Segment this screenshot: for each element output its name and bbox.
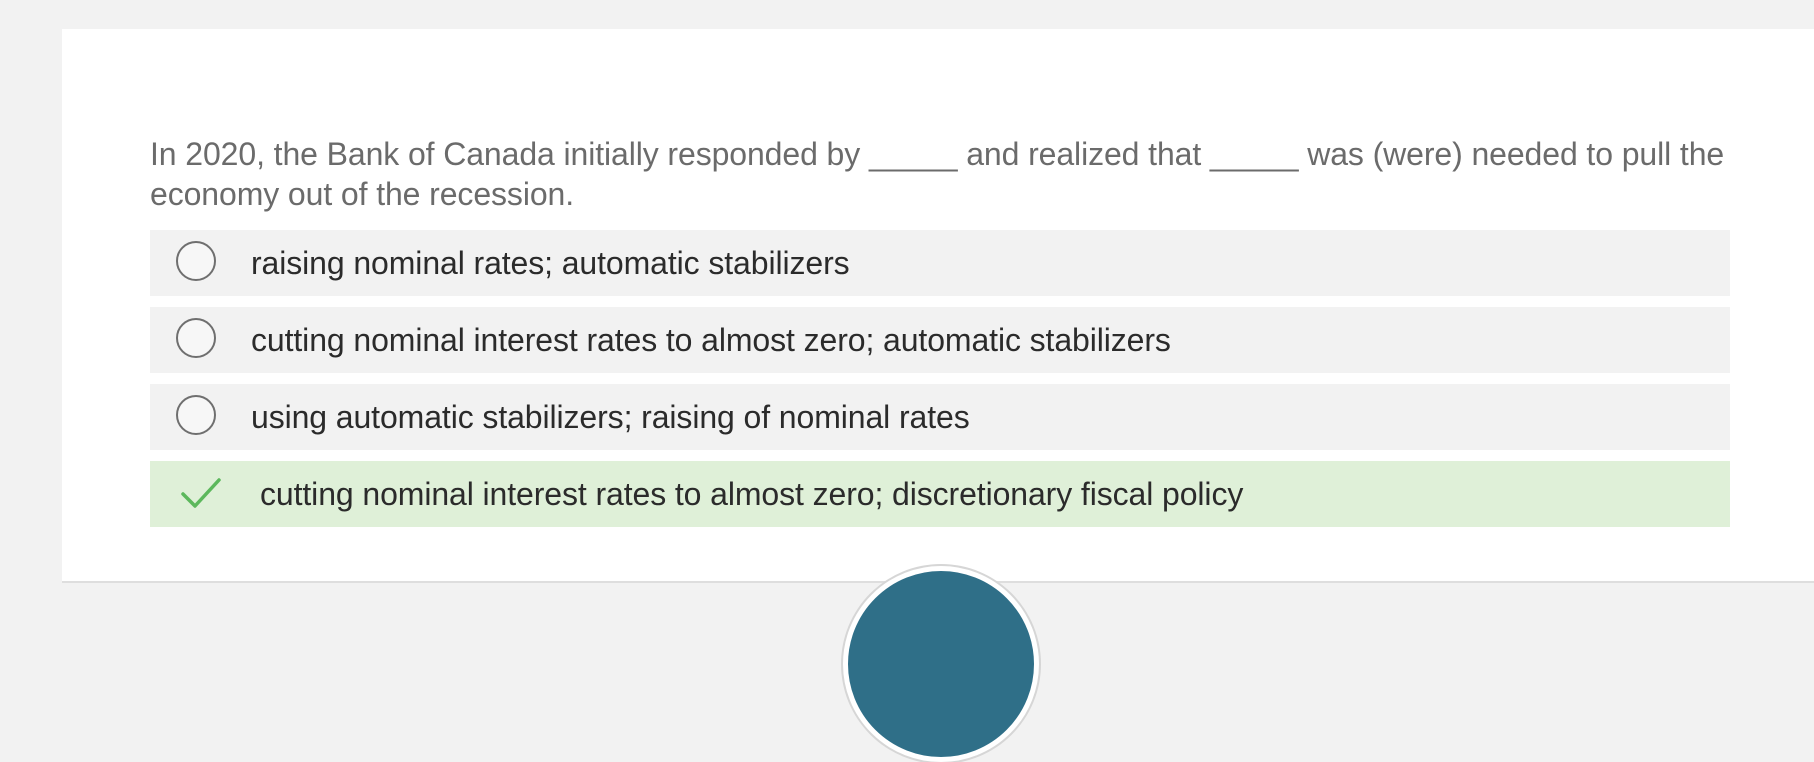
answer-option-label: using automatic stabilizers; raising of … <box>251 399 970 435</box>
answer-option-1[interactable]: raising nominal rates; automatic stabili… <box>150 230 1730 296</box>
answer-option-2[interactable]: cutting nominal interest rates to almost… <box>150 307 1730 373</box>
answer-option-label: raising nominal rates; automatic stabili… <box>251 245 850 281</box>
answer-option-label: cutting nominal interest rates to almost… <box>260 476 1244 512</box>
checkmark-icon <box>181 478 221 508</box>
radio-circle-icon[interactable] <box>176 318 216 358</box>
answer-option-label: cutting nominal interest rates to almost… <box>251 322 1171 358</box>
radio-circle-icon[interactable] <box>176 395 216 435</box>
answer-option-3[interactable]: using automatic stabilizers; raising of … <box>150 384 1730 450</box>
answer-option-4-correct[interactable]: cutting nominal interest rates to almost… <box>150 461 1730 527</box>
bottom-circle-button[interactable] <box>843 566 1039 762</box>
question-text: In 2020, the Bank of Canada initially re… <box>150 136 1725 212</box>
radio-circle-icon[interactable] <box>176 241 216 281</box>
